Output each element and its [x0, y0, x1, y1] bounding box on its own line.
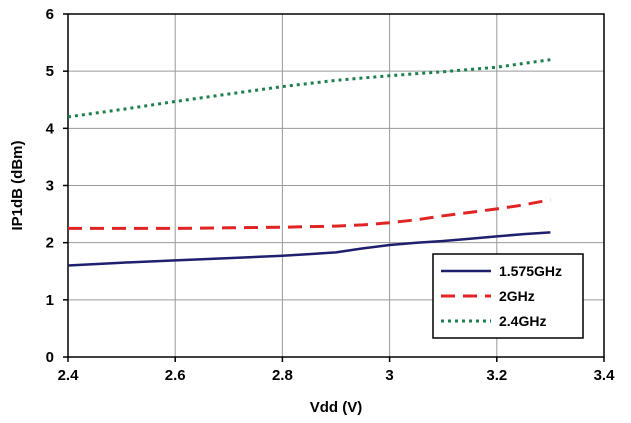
- grid: [63, 13, 605, 362]
- series-line-3: [67, 58, 551, 119]
- series-line-2: [68, 198, 551, 230]
- legend-box: [432, 253, 584, 339]
- y-tick-label: 3: [46, 178, 54, 195]
- x-axis-label: Vdd (V): [310, 399, 363, 416]
- x-tick-label: 2.8: [272, 367, 293, 384]
- y-tick-labels: 0 1 2 3 4 5 6: [46, 6, 55, 366]
- legend-label-1: 1.575GHz: [499, 263, 562, 279]
- x-tick-label: 2.4: [58, 367, 80, 384]
- legend: 1.575GHz 2GHz 2.4GHz: [432, 253, 584, 339]
- x-tick-label: 3: [385, 367, 393, 384]
- y-tick-label: 2: [46, 235, 54, 252]
- y-tick-label: 5: [46, 63, 54, 80]
- y-tick-label: 0: [46, 349, 54, 366]
- x-tick-label: 3.4: [594, 367, 616, 384]
- y-tick-label: 6: [46, 6, 54, 23]
- y-tick-label: 1: [46, 292, 54, 309]
- legend-label-2: 2GHz: [499, 288, 535, 304]
- x-tick-label: 3.2: [486, 367, 507, 384]
- series-line-1: [67, 231, 551, 267]
- plot-area: [67, 13, 605, 358]
- y-axis-label: IP1dB (dBm): [9, 140, 26, 230]
- x-tick-label: 2.6: [165, 367, 186, 384]
- y-tick-label: 4: [46, 120, 55, 137]
- series-group: [67, 58, 551, 267]
- legend-label-3: 2.4GHz: [499, 313, 546, 329]
- x-tick-labels: 2.4 2.6 2.8 3 3.2 3.4: [58, 367, 616, 384]
